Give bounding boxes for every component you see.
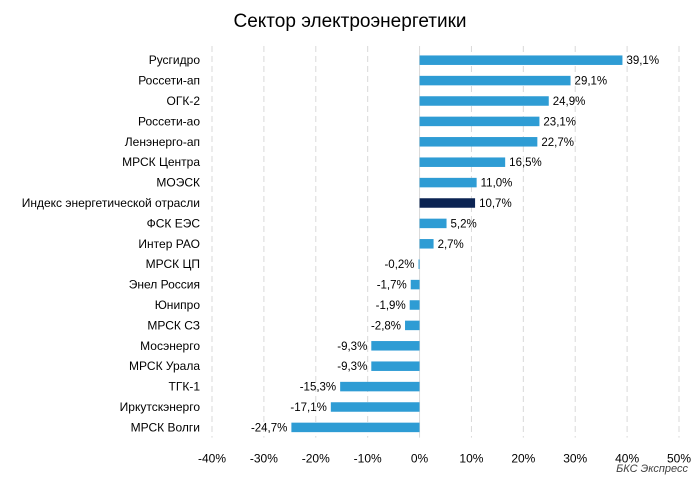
bar <box>419 198 476 208</box>
data-label: 16,5% <box>509 157 542 169</box>
data-label: -9,3% <box>337 361 367 373</box>
bar <box>419 177 477 188</box>
x-tick-label: 20% <box>511 452 535 466</box>
bar <box>291 422 420 433</box>
data-label: 22,7% <box>541 137 574 149</box>
category-label: Индекс энергетической отрасли <box>22 196 200 210</box>
data-label: -2,8% <box>371 320 401 332</box>
source-label: БКС Экспресс <box>616 463 688 475</box>
x-tick-label: 50% <box>667 452 691 466</box>
bar <box>371 341 420 351</box>
category-label: МРСК Урала <box>129 359 200 373</box>
category-label: МРСК Центра <box>122 155 200 169</box>
bar <box>330 402 420 412</box>
category-label: ТГК-1 <box>169 380 201 394</box>
bar <box>419 157 506 167</box>
category-label: Россети-ап <box>138 74 200 88</box>
category-label: ФСК ЕЭС <box>147 216 201 230</box>
data-label: -9,3% <box>337 341 367 353</box>
category-label: МРСК Волги <box>131 420 200 434</box>
bar <box>419 239 434 249</box>
bar <box>405 320 420 331</box>
category-label: ОГК-2 <box>167 94 201 108</box>
data-label: 5,2% <box>451 218 477 230</box>
category-label: Иркутскэнерго <box>120 400 201 414</box>
bar <box>419 55 623 65</box>
bar <box>371 361 420 371</box>
x-tick-label: 0% <box>411 452 429 466</box>
category-label: Энел Россия <box>129 278 200 292</box>
bar <box>419 137 538 147</box>
bar <box>419 218 447 229</box>
x-tick-label: -30% <box>250 452 278 466</box>
bar <box>419 96 549 106</box>
data-label: 29,1% <box>575 76 608 88</box>
x-tick-label: 10% <box>459 452 483 466</box>
bar <box>410 279 420 290</box>
category-label: МРСК ЦП <box>146 257 200 271</box>
data-label: 10,7% <box>479 198 512 210</box>
category-label: МРСК СЗ <box>147 318 200 332</box>
data-label: -1,7% <box>377 280 407 292</box>
data-label: 39,1% <box>626 55 659 67</box>
category-label: Россети-ао <box>138 114 200 128</box>
category-label: Мосэнерго <box>140 339 200 353</box>
data-label: -17,1% <box>290 402 326 414</box>
category-label: Ленэнерго-ап <box>125 135 200 149</box>
category-label: Русгидро <box>149 53 201 67</box>
data-label: 23,1% <box>543 116 576 128</box>
category-label: МОЭСК <box>156 176 200 190</box>
x-tick-label: -40% <box>198 452 226 466</box>
bar <box>419 116 540 127</box>
data-label: 2,7% <box>438 239 464 251</box>
bar <box>340 381 420 392</box>
category-label: Юнипро <box>155 298 201 312</box>
bar <box>409 300 420 310</box>
x-tick-label: -10% <box>354 452 382 466</box>
data-label: 11,0% <box>481 178 513 190</box>
data-label: -1,9% <box>376 300 406 312</box>
category-label: Интер РАО <box>138 237 200 251</box>
data-label: -15,3% <box>300 382 336 394</box>
bar <box>419 75 571 86</box>
x-tick-label: -20% <box>302 452 330 466</box>
data-label: -24,7% <box>251 422 287 434</box>
chart-title: Сектор электроэнергетики <box>233 11 467 32</box>
x-tick-label: 30% <box>563 452 587 466</box>
x-tick-label: 40% <box>615 452 639 466</box>
data-label: -0,2% <box>384 259 414 271</box>
bar <box>418 259 420 269</box>
data-label: 24,9% <box>553 96 586 108</box>
